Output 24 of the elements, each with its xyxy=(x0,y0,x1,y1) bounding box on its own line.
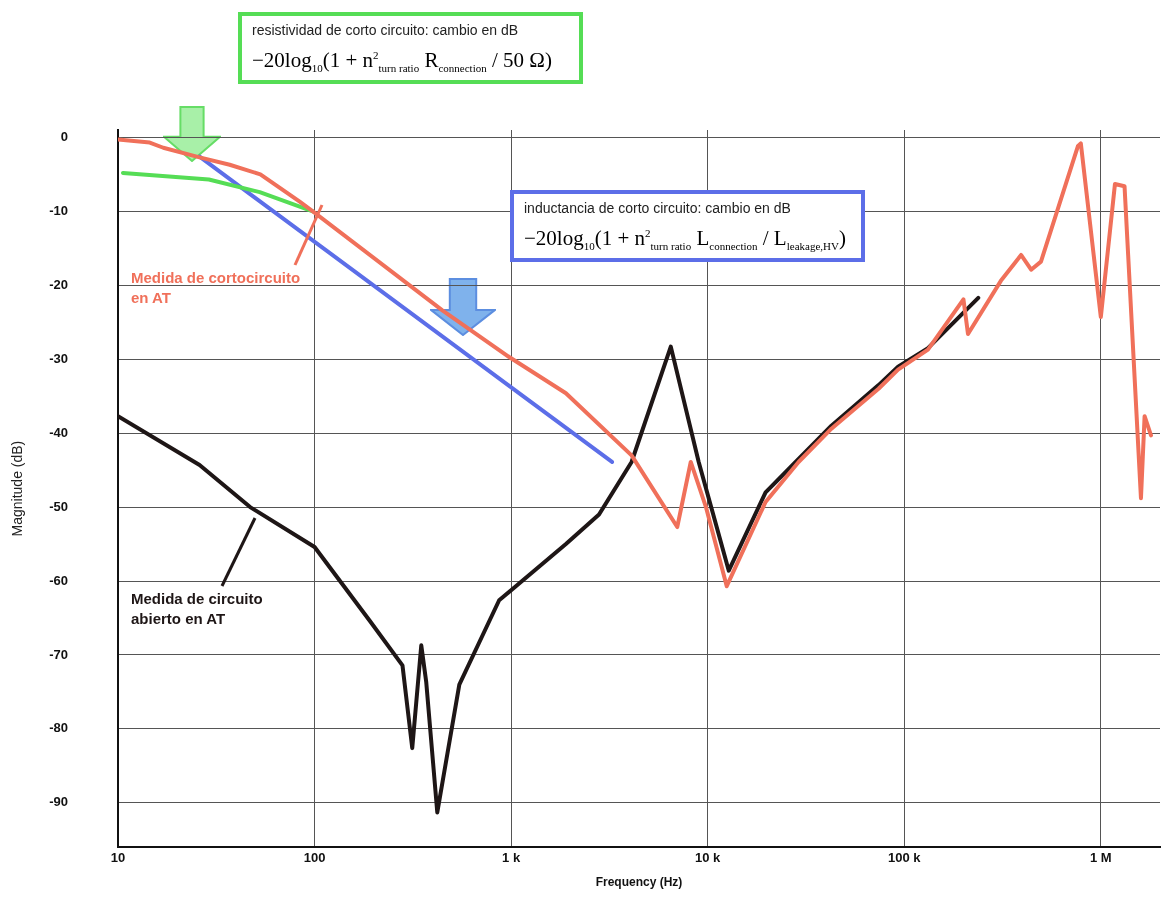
x-tick-label: 10 xyxy=(110,849,126,865)
y-tick-label: -40 xyxy=(49,424,68,440)
y-tick-label: -80 xyxy=(49,720,68,736)
x-axis-title: Frequency (Hz) xyxy=(595,875,683,890)
y-axis-title: Magnitude (dB) xyxy=(9,440,26,537)
annotation: Medida de cortocircuito en AT xyxy=(131,268,301,306)
y-tick-label: -70 xyxy=(49,646,68,662)
x-tick-label: 100 xyxy=(303,849,326,865)
text: −20log$_{10}$(1 + n$^{2}$$_{turn ratio}$ L$_{connection}$ / L$_{leakage,HV}$) xyxy=(524,226,846,253)
y-tick-label: -50 xyxy=(49,498,68,514)
x-tick-label: 10 k xyxy=(695,849,722,865)
x-tick-label: 1 M xyxy=(1089,849,1112,865)
text: −20log$_{10}$(1 + n$^{2}$$_{turn ratio}$ R$_{connection}$ / 50 Ω) xyxy=(252,48,553,75)
annotation: inductancia de corto circuito: cambio en dB xyxy=(524,200,792,216)
y-tick-label: -30 xyxy=(49,350,68,366)
y-tick-label: -90 xyxy=(49,794,68,810)
y-tick-label: -20 xyxy=(49,276,68,292)
y-tick-label: 0 xyxy=(60,128,68,144)
x-tick-label: 1 k xyxy=(502,849,521,865)
annotation: Medida de circuito abierto en AT xyxy=(131,589,263,627)
y-tick-label: -60 xyxy=(49,572,68,588)
x-tick-label: 100 k xyxy=(887,849,922,865)
text: resistividad de corto circuito: cambio en dB xyxy=(252,22,520,38)
y-tick-label: -10 xyxy=(49,202,68,218)
